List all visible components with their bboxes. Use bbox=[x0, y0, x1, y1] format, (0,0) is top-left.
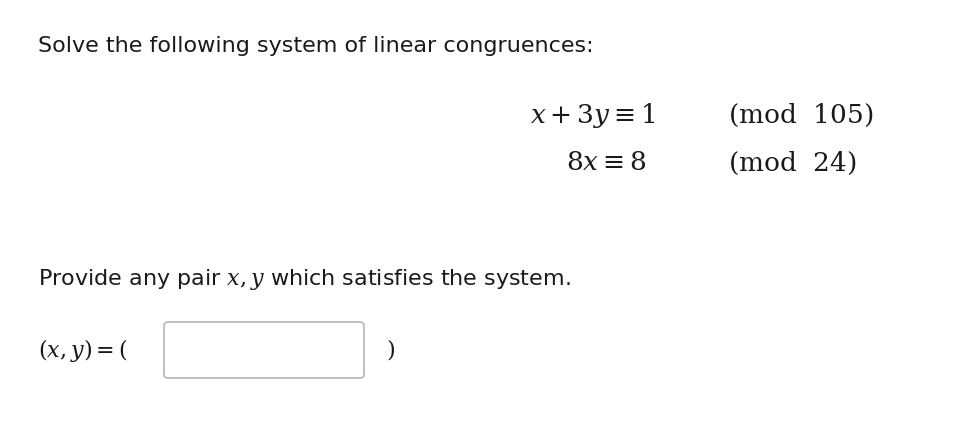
Text: $x + 3y \equiv 1$: $x + 3y \equiv 1$ bbox=[530, 101, 656, 130]
Text: $(\mathrm{mod}\ \ 105)$: $(\mathrm{mod}\ \ 105)$ bbox=[728, 101, 874, 128]
FancyBboxPatch shape bbox=[164, 322, 364, 378]
Text: Provide any pair $x, y$ which satisfies the system.: Provide any pair $x, y$ which satisfies … bbox=[38, 267, 571, 293]
Text: $(\mathrm{mod}\ \ 24)$: $(\mathrm{mod}\ \ 24)$ bbox=[728, 149, 857, 176]
Text: Solve the following system of linear congruences:: Solve the following system of linear con… bbox=[38, 36, 593, 56]
Text: $8x \equiv 8$: $8x \equiv 8$ bbox=[566, 150, 647, 176]
Text: $)$: $)$ bbox=[386, 338, 395, 362]
Text: $(x, y) = ($: $(x, y) = ($ bbox=[38, 336, 128, 363]
